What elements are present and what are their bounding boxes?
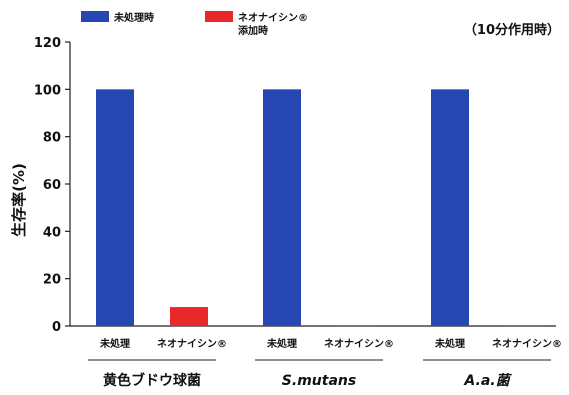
- legend-label-neonisin-line1: ネオナイシン®: [238, 12, 308, 24]
- y-tick-label: 100: [34, 83, 61, 98]
- category-label: 未処理: [99, 337, 130, 350]
- category-label: ネオナイシン®: [492, 338, 562, 350]
- category-label: 未処理: [266, 337, 297, 350]
- bar-1-2: [170, 307, 208, 326]
- category-labels: 未処理 ネオナイシン® 未処理 ネオナイシン® 未処理 ネオナイシン®: [99, 337, 562, 350]
- category-label: ネオナイシン®: [324, 338, 394, 350]
- legend-swatch-untreated: [81, 11, 109, 22]
- bar-1-1: [96, 89, 134, 326]
- y-tick-label: 0: [52, 320, 61, 335]
- chart-note: （10分作用時）: [464, 22, 560, 38]
- y-axis-ticks: 0 20 40 60 80 100 120: [34, 36, 70, 335]
- group-label-2: S.mutans: [282, 373, 356, 389]
- bars: [96, 89, 543, 326]
- legend-label-neonisin-line2: 添加時: [238, 24, 268, 37]
- legend-label-untreated: 未処理時: [113, 11, 154, 24]
- group-label-1: 黄色ブドウ球菌: [103, 372, 201, 389]
- group-label-3: A.a.菌: [463, 372, 512, 389]
- bar-2-1: [263, 89, 301, 326]
- y-tick-label: 20: [43, 273, 61, 288]
- legend: 未処理時 ネオナイシン® 添加時: [81, 11, 308, 37]
- bar-3-2: [505, 325, 543, 326]
- category-label: 未処理: [434, 337, 465, 350]
- y-tick-label: 80: [43, 131, 61, 146]
- bar-3-1: [431, 89, 469, 326]
- category-label: ネオナイシン®: [157, 338, 227, 350]
- bar-2-2: [337, 325, 375, 326]
- legend-swatch-neonisin: [205, 11, 233, 22]
- y-tick-label: 60: [43, 178, 61, 193]
- y-tick-label: 40: [43, 225, 61, 240]
- y-tick-label: 120: [34, 36, 61, 51]
- group-labels: 黄色ブドウ球菌 S.mutans A.a.菌: [88, 359, 551, 389]
- y-axis-label: 生存率(%): [10, 163, 28, 237]
